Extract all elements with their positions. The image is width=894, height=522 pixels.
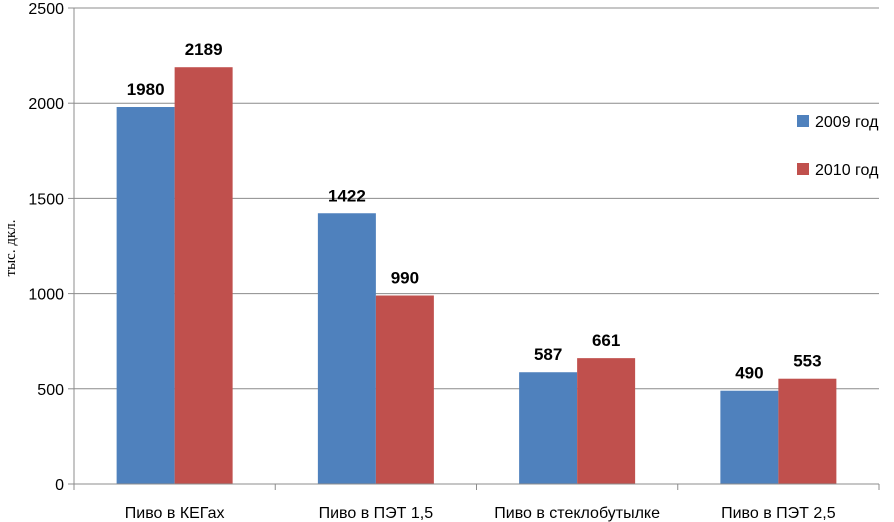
bar [519,372,578,484]
legend-swatch [797,163,809,175]
axes [68,7,880,490]
x-axis-ticks: Пиво в КЕГах Пиво в ПЭТ 1,5 Пиво в стеклоб… [125,505,836,522]
legend-label: 2010 год [815,162,879,179]
y-tick-label: 500 [37,382,64,399]
x-tick-label: Пиво в КЕГах [125,505,225,522]
x-tick-label: Пиво в ПЭТ 1,5 [319,505,434,522]
y-tick-label: 0 [55,477,64,494]
legend-swatch [797,115,809,127]
x-tick-label: Пиво в стеклобутылке [494,505,660,522]
bars [116,67,837,485]
legend: 2009 год 2010 год [797,114,879,179]
bar [174,67,233,484]
y-axis-label: тыс. дкл. [3,220,19,277]
bar [116,107,175,485]
bar [317,213,376,484]
x-tick-label: Пиво в ПЭТ 2,5 [721,505,836,522]
bar [577,358,636,484]
data-label: 2189 [185,40,223,59]
y-tick-label: 1000 [28,287,64,304]
data-label: 490 [735,364,763,383]
data-label: 1980 [127,80,165,99]
legend-label: 2009 год [815,114,879,131]
data-labels: 1980 2189 1422 990 587 661 490 553 [127,40,822,382]
bar [375,295,434,484]
y-tick-label: 2500 [28,1,64,18]
data-label: 661 [592,331,620,350]
data-label: 553 [793,352,821,371]
bar [778,378,837,484]
data-label: 990 [391,269,419,288]
bar [720,390,779,484]
y-tick-label: 1500 [28,191,64,208]
data-label: 587 [534,345,562,364]
y-axis-ticks: 0 500 1000 1500 2000 2500 [28,1,64,494]
y-tick-label: 2000 [28,96,64,113]
data-label: 1422 [328,186,366,205]
